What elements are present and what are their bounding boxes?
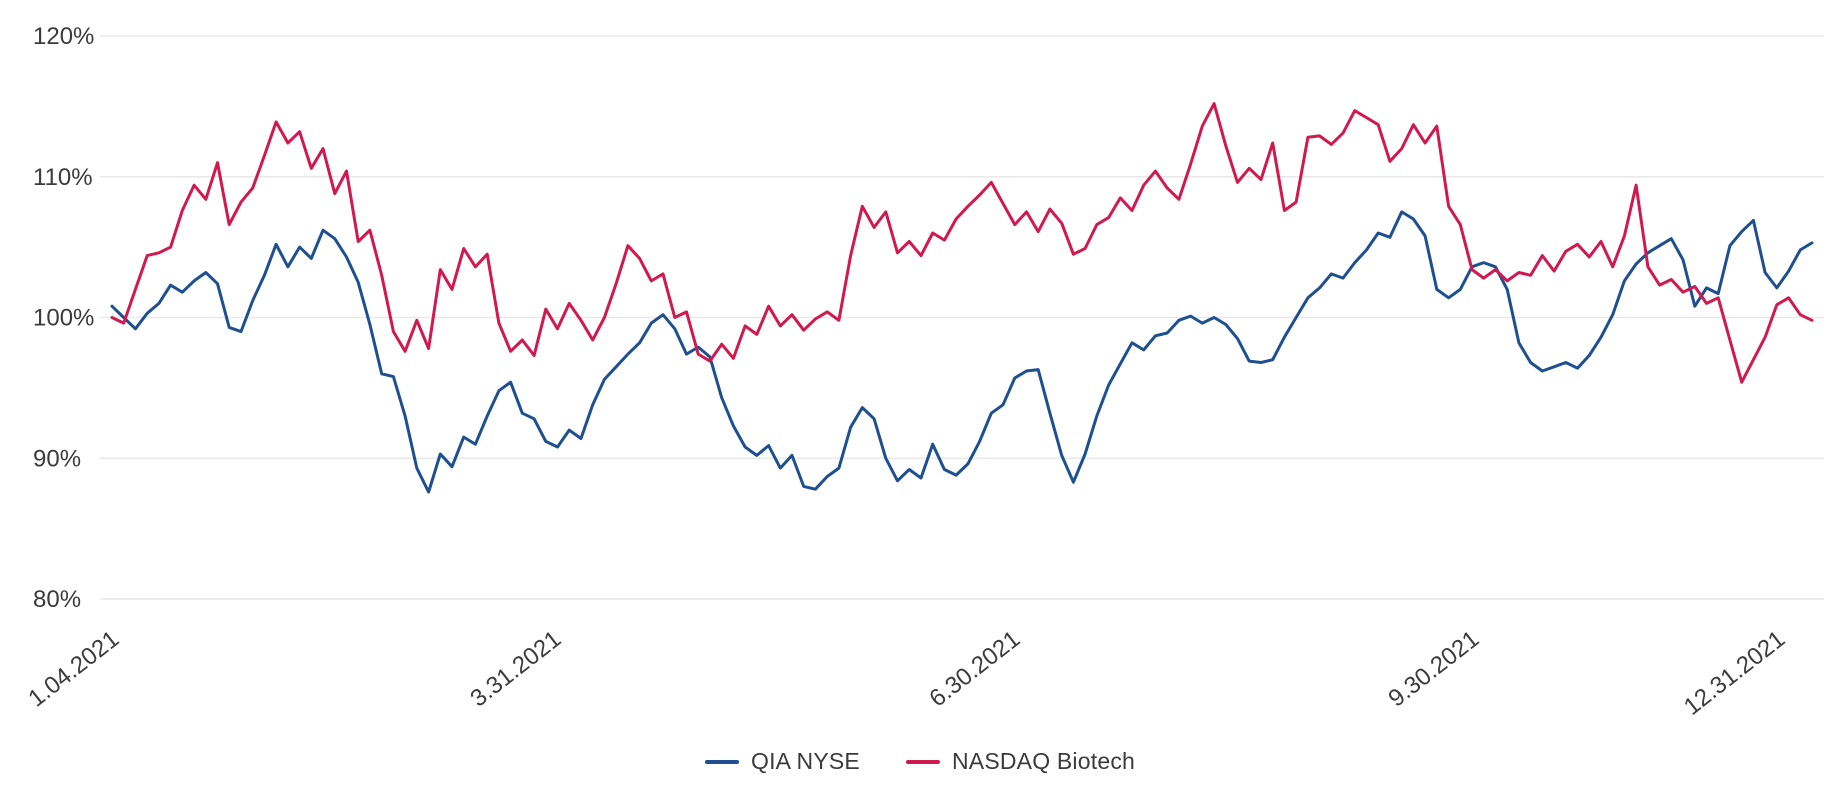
- legend-label-nasdaq-biotech: NASDAQ Biotech: [951, 748, 1136, 774]
- y-axis-tick-label: 90%: [33, 445, 81, 472]
- legend-item-nasdaq-biotech: NASDAQ Biotech: [905, 748, 1136, 775]
- y-axis-tick-label: 120%: [33, 23, 94, 50]
- series-line-nasdaq-biotech: [110, 102, 1814, 384]
- x-axis-tick-label: 3.31.2021: [465, 625, 566, 712]
- x-axis-tick-label: 9.30.2021: [1383, 625, 1484, 712]
- x-axis-tick-label: 1.04.2021: [23, 625, 124, 712]
- legend-swatch-nasdaq-biotech-icon: [905, 759, 940, 764]
- series-line-qia-nyse: [110, 210, 1814, 494]
- legend-item-qia-nyse: QIA NYSE: [704, 748, 860, 775]
- legend-label-qia-nyse: QIA NYSE: [750, 748, 860, 774]
- chart-legend: QIA NYSE NASDAQ Biotech: [0, 748, 1840, 775]
- x-axis-tick-label: 12.31.2021: [1679, 625, 1790, 720]
- y-axis-tick-label: 100%: [33, 305, 94, 332]
- x-axis-tick-label: 6.30.2021: [924, 625, 1025, 712]
- y-axis-tick-label: 80%: [33, 586, 81, 613]
- y-axis-tick-label: 110%: [33, 164, 93, 191]
- legend-swatch-qia-nyse-icon: [704, 759, 739, 764]
